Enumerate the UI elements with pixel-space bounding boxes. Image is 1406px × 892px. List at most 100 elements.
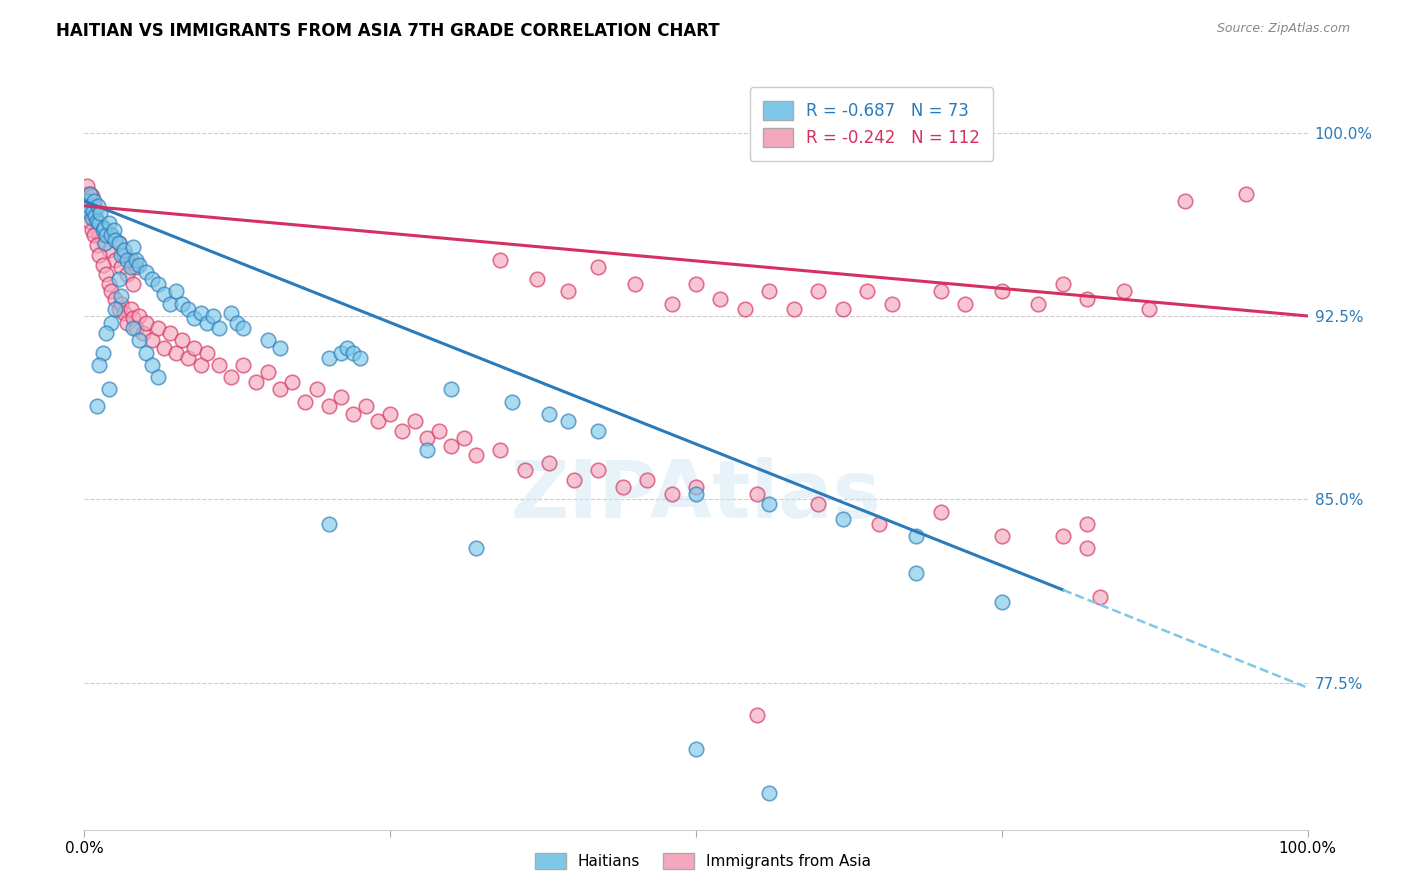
Point bbox=[869, 516, 891, 531]
Point bbox=[342, 345, 364, 359]
Point bbox=[86, 213, 108, 227]
Point bbox=[783, 301, 806, 316]
Point bbox=[110, 248, 132, 262]
Point bbox=[83, 199, 105, 213]
Point bbox=[758, 497, 780, 511]
Point bbox=[100, 285, 122, 299]
Point bbox=[557, 414, 579, 428]
Point bbox=[128, 258, 150, 272]
Point bbox=[747, 707, 769, 722]
Point bbox=[294, 394, 316, 409]
Point bbox=[153, 287, 176, 301]
Point bbox=[87, 228, 110, 243]
Point bbox=[87, 358, 110, 372]
Point bbox=[709, 292, 731, 306]
Point bbox=[76, 179, 98, 194]
Point bbox=[120, 252, 142, 267]
Point bbox=[97, 277, 120, 292]
Point bbox=[122, 311, 145, 326]
Point bbox=[1137, 301, 1160, 316]
Point bbox=[141, 272, 163, 286]
Point bbox=[464, 541, 486, 556]
Point bbox=[380, 407, 402, 421]
Point bbox=[96, 326, 118, 340]
Point bbox=[905, 566, 928, 580]
Point bbox=[1076, 541, 1098, 556]
Point bbox=[440, 439, 463, 453]
Point bbox=[82, 211, 104, 226]
Point bbox=[104, 301, 127, 316]
Point bbox=[107, 235, 129, 250]
Point bbox=[342, 407, 364, 421]
Point bbox=[734, 301, 756, 316]
Point bbox=[208, 358, 231, 372]
Point bbox=[513, 463, 536, 477]
Point bbox=[97, 382, 120, 396]
Point bbox=[831, 512, 853, 526]
Point bbox=[77, 203, 100, 218]
Point bbox=[257, 334, 280, 348]
Point bbox=[84, 209, 107, 223]
Point bbox=[159, 296, 181, 310]
Point bbox=[91, 223, 114, 237]
Point bbox=[77, 213, 100, 227]
Point bbox=[232, 358, 254, 372]
Point bbox=[146, 370, 169, 384]
Point bbox=[502, 394, 524, 409]
Point bbox=[336, 341, 359, 355]
Point bbox=[1028, 296, 1050, 310]
Point bbox=[79, 186, 101, 201]
Point bbox=[86, 400, 108, 414]
Point bbox=[172, 334, 194, 348]
Point bbox=[1052, 529, 1074, 543]
Point bbox=[146, 321, 169, 335]
Point bbox=[489, 252, 512, 267]
Point bbox=[135, 265, 157, 279]
Point bbox=[120, 301, 142, 316]
Point bbox=[685, 742, 707, 756]
Point bbox=[440, 382, 463, 396]
Point bbox=[661, 487, 683, 501]
Point bbox=[80, 223, 103, 237]
Point bbox=[104, 292, 127, 306]
Point bbox=[183, 341, 205, 355]
Point bbox=[586, 424, 609, 438]
Point bbox=[354, 400, 377, 414]
Point bbox=[991, 285, 1014, 299]
Point bbox=[226, 316, 249, 330]
Point bbox=[97, 216, 120, 230]
Text: Source: ZipAtlas.com: Source: ZipAtlas.com bbox=[1216, 22, 1350, 36]
Point bbox=[107, 272, 129, 286]
Point bbox=[416, 431, 439, 445]
Point bbox=[120, 260, 142, 274]
Point bbox=[75, 186, 97, 201]
Point bbox=[1114, 285, 1136, 299]
Point bbox=[880, 296, 903, 310]
Point bbox=[96, 268, 118, 282]
Point bbox=[112, 243, 135, 257]
Text: ZIPAtlas: ZIPAtlas bbox=[510, 457, 882, 535]
Point bbox=[128, 309, 150, 323]
Point bbox=[201, 309, 224, 323]
Point bbox=[112, 306, 135, 320]
Point bbox=[929, 505, 952, 519]
Point bbox=[110, 289, 132, 303]
Point bbox=[94, 235, 117, 250]
Point bbox=[135, 316, 157, 330]
Point bbox=[612, 480, 634, 494]
Point bbox=[141, 358, 163, 372]
Point bbox=[538, 456, 561, 470]
Point bbox=[91, 258, 114, 272]
Point bbox=[103, 223, 125, 237]
Point bbox=[538, 407, 561, 421]
Point bbox=[79, 186, 101, 201]
Point bbox=[104, 233, 127, 247]
Point bbox=[318, 400, 340, 414]
Point bbox=[232, 321, 254, 335]
Point bbox=[89, 206, 111, 220]
Point bbox=[636, 473, 658, 487]
Point bbox=[90, 219, 112, 233]
Point bbox=[110, 260, 132, 274]
Point bbox=[318, 351, 340, 365]
Point bbox=[96, 228, 118, 243]
